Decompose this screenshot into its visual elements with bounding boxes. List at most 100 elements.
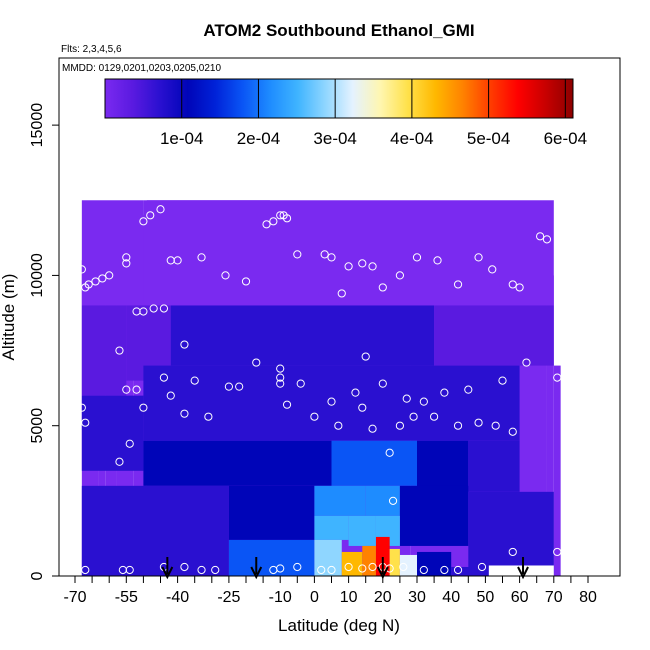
curtain-cell: [246, 440, 332, 486]
x-tick-label: 0: [310, 589, 319, 606]
sample-point: [419, 397, 428, 406]
curtain-cell: [81, 200, 144, 306]
sample-point: [149, 304, 158, 313]
curtain-cell: [468, 491, 554, 567]
y-tick-label: 5000: [29, 408, 46, 444]
sample-point: [522, 358, 531, 367]
sample-point: [276, 211, 285, 220]
sample-point: [453, 421, 463, 430]
sample-point: [402, 394, 411, 403]
x-tick-label: 20: [374, 589, 392, 606]
sample-point: [433, 256, 442, 265]
curtain-cell: [228, 485, 315, 540]
sample-point: [166, 391, 175, 400]
sample-point: [395, 271, 404, 280]
sample-point: [310, 412, 319, 421]
sample-point: [498, 376, 507, 385]
sample-point: [159, 304, 169, 313]
curtain-cell: [314, 485, 366, 516]
sample-point: [508, 280, 517, 289]
sample-point: [395, 421, 404, 430]
sample-point: [508, 427, 517, 436]
colorbar-tick-label: 5e-04: [467, 129, 510, 148]
x-tick-label: -25: [217, 589, 240, 606]
sample-point: [488, 265, 497, 274]
sample-point: [190, 376, 199, 385]
sample-point: [412, 253, 422, 262]
sample-point: [282, 400, 292, 409]
sample-point: [542, 235, 552, 244]
sample-point: [293, 562, 302, 572]
sample-point: [269, 217, 278, 226]
sample-point: [440, 388, 449, 397]
x-tick-label: 30: [408, 589, 426, 606]
sample-point: [358, 259, 367, 268]
sample-point: [477, 562, 487, 572]
sample-point: [351, 388, 360, 397]
y-tick-label: 15000: [29, 103, 46, 148]
sample-point: [204, 412, 213, 421]
no-data-region: [488, 565, 554, 576]
x-tick-label: 60: [511, 589, 529, 606]
sample-point: [276, 379, 285, 388]
sample-point: [334, 421, 343, 430]
sample-point: [125, 439, 134, 448]
curtain-cell: [143, 365, 520, 441]
x-tick-label: -10: [269, 589, 292, 606]
sample-point: [327, 253, 336, 262]
sample-point: [221, 271, 230, 280]
sample-point: [296, 379, 305, 388]
curtain-cell: [143, 200, 554, 306]
sample-point: [125, 565, 134, 575]
sample-point: [491, 421, 500, 430]
sample-point: [81, 565, 90, 575]
sample-point: [440, 565, 449, 575]
dates-note: MMDD: 0129,0201,0203,0205,0210: [62, 63, 221, 74]
sample-point: [317, 565, 326, 575]
x-axis-label: Latitude (deg N): [278, 616, 400, 635]
sample-point: [453, 280, 463, 289]
x-tick-label: 70: [545, 589, 563, 606]
curtain-cell: [399, 485, 469, 546]
sample-point: [361, 352, 370, 361]
sample-point: [293, 250, 302, 259]
x-tick-label: 50: [477, 589, 495, 606]
chart-title: ATOM2 Southbound Ethanol_GMI: [203, 21, 474, 40]
curtain-column: [546, 275, 554, 576]
sample-point: [105, 271, 114, 280]
sample-point: [139, 217, 148, 226]
colorbar-tick-label: 1e-04: [160, 129, 203, 148]
sample-point: [77, 265, 86, 274]
sample-point: [385, 448, 394, 457]
sample-point: [180, 562, 189, 572]
x-tick-label: 40: [442, 589, 460, 606]
sample-point: [156, 205, 165, 214]
flights-note: Flts: 2,3,4,5,6: [61, 44, 122, 55]
colorbar-tick-label: 4e-04: [390, 129, 433, 148]
sample-point: [122, 253, 131, 262]
curtain-cell: [170, 305, 435, 366]
sample-point: [344, 262, 353, 271]
sample-point: [368, 424, 377, 433]
y-axis: 0 5000 10000 15000: [29, 103, 60, 580]
curtain-cell: [417, 440, 469, 492]
curtain-cell: [434, 305, 554, 366]
sample-point: [262, 220, 271, 229]
x-tick-label: 80: [579, 589, 597, 606]
sample-point: [252, 358, 261, 367]
sample-point: [91, 277, 100, 286]
sample-point: [173, 256, 182, 265]
sample-point: [515, 283, 524, 292]
sample-point: [344, 562, 353, 572]
curtain-cell: [314, 515, 349, 540]
sample-point: [115, 346, 124, 355]
curtain-cell: [348, 515, 376, 546]
sample-point: [282, 214, 292, 223]
curtain-cell: [331, 440, 417, 486]
curtain-cell: [389, 548, 400, 576]
sample-point: [84, 280, 93, 289]
x-tick-label: -40: [166, 589, 189, 606]
sample-point: [115, 457, 124, 466]
arrow-head: [517, 566, 529, 580]
